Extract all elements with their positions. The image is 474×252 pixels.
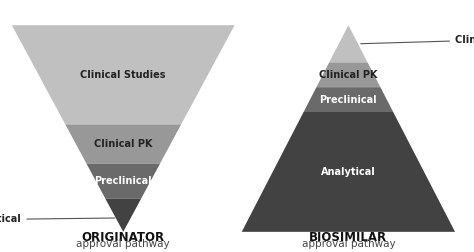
Polygon shape: [86, 164, 160, 199]
Text: approval pathway: approval pathway: [301, 239, 395, 249]
Polygon shape: [65, 124, 181, 164]
Text: Clinical PK: Clinical PK: [319, 70, 378, 80]
Polygon shape: [316, 62, 380, 87]
Polygon shape: [12, 25, 235, 124]
Text: BIOSIMILAR: BIOSIMILAR: [310, 231, 387, 244]
Text: Clinical Studies: Clinical Studies: [361, 35, 474, 45]
Text: ORIGINATOR: ORIGINATOR: [82, 231, 165, 244]
Polygon shape: [303, 87, 393, 112]
Polygon shape: [329, 25, 368, 62]
Text: Clinical PK: Clinical PK: [94, 139, 153, 149]
Polygon shape: [242, 112, 455, 232]
Text: Preclinical: Preclinical: [319, 94, 377, 105]
Text: Analytical: Analytical: [0, 214, 115, 225]
Text: Preclinical: Preclinical: [94, 176, 152, 186]
Polygon shape: [105, 199, 141, 232]
Text: Clinical Studies: Clinical Studies: [81, 70, 166, 80]
Text: Analytical: Analytical: [321, 167, 376, 177]
Text: approval pathway: approval pathway: [76, 239, 170, 249]
